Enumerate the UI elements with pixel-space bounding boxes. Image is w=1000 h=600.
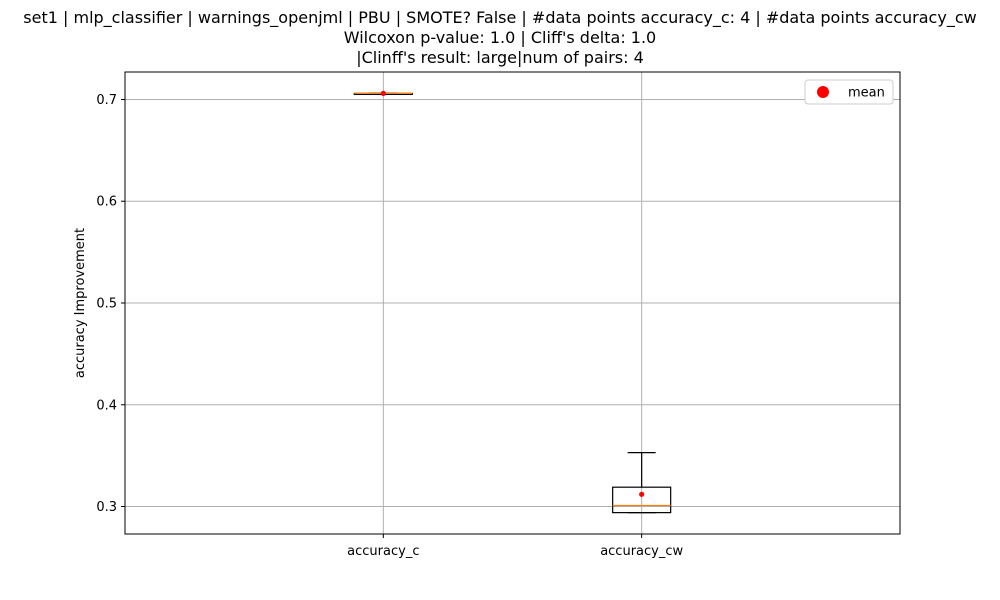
mean-marker	[639, 491, 645, 497]
y-tick-label: 0.5	[96, 297, 117, 312]
y-axis-label: accuracy Improvement	[73, 228, 88, 378]
y-tick-label: 0.3	[96, 500, 117, 515]
chart-title-line-3: |Clinff's result: large|num of pairs: 4	[356, 48, 644, 67]
legend-label: mean	[848, 86, 885, 101]
legend-mean-marker	[817, 86, 829, 98]
legend-frame	[804, 79, 894, 105]
chart-title-line-2: Wilcoxon p-value: 1.0 | Cliff's delta: 1…	[343, 28, 657, 47]
axes: 0.3 0.4 0.5 0.6 0.7 accuracy_c accuracy_cw	[96, 71, 901, 559]
x-tick-label: accuracy_cw	[600, 544, 683, 559]
plot-frame	[124, 71, 901, 535]
y-tick-label: 0.6	[96, 195, 117, 210]
x-tick-label: accuracy_c	[347, 544, 419, 559]
grid-lines	[125, 72, 900, 534]
box-plots	[353, 90, 672, 514]
legend: mean	[804, 79, 894, 105]
box-accuracy_cw	[612, 486, 672, 514]
y-tick-label: 0.4	[96, 398, 117, 413]
mean-marker	[380, 90, 386, 96]
chart-title-line-1: set1 | mlp_classifier | warnings_openjml…	[23, 8, 977, 27]
y-tick-label: 0.7	[96, 93, 117, 108]
